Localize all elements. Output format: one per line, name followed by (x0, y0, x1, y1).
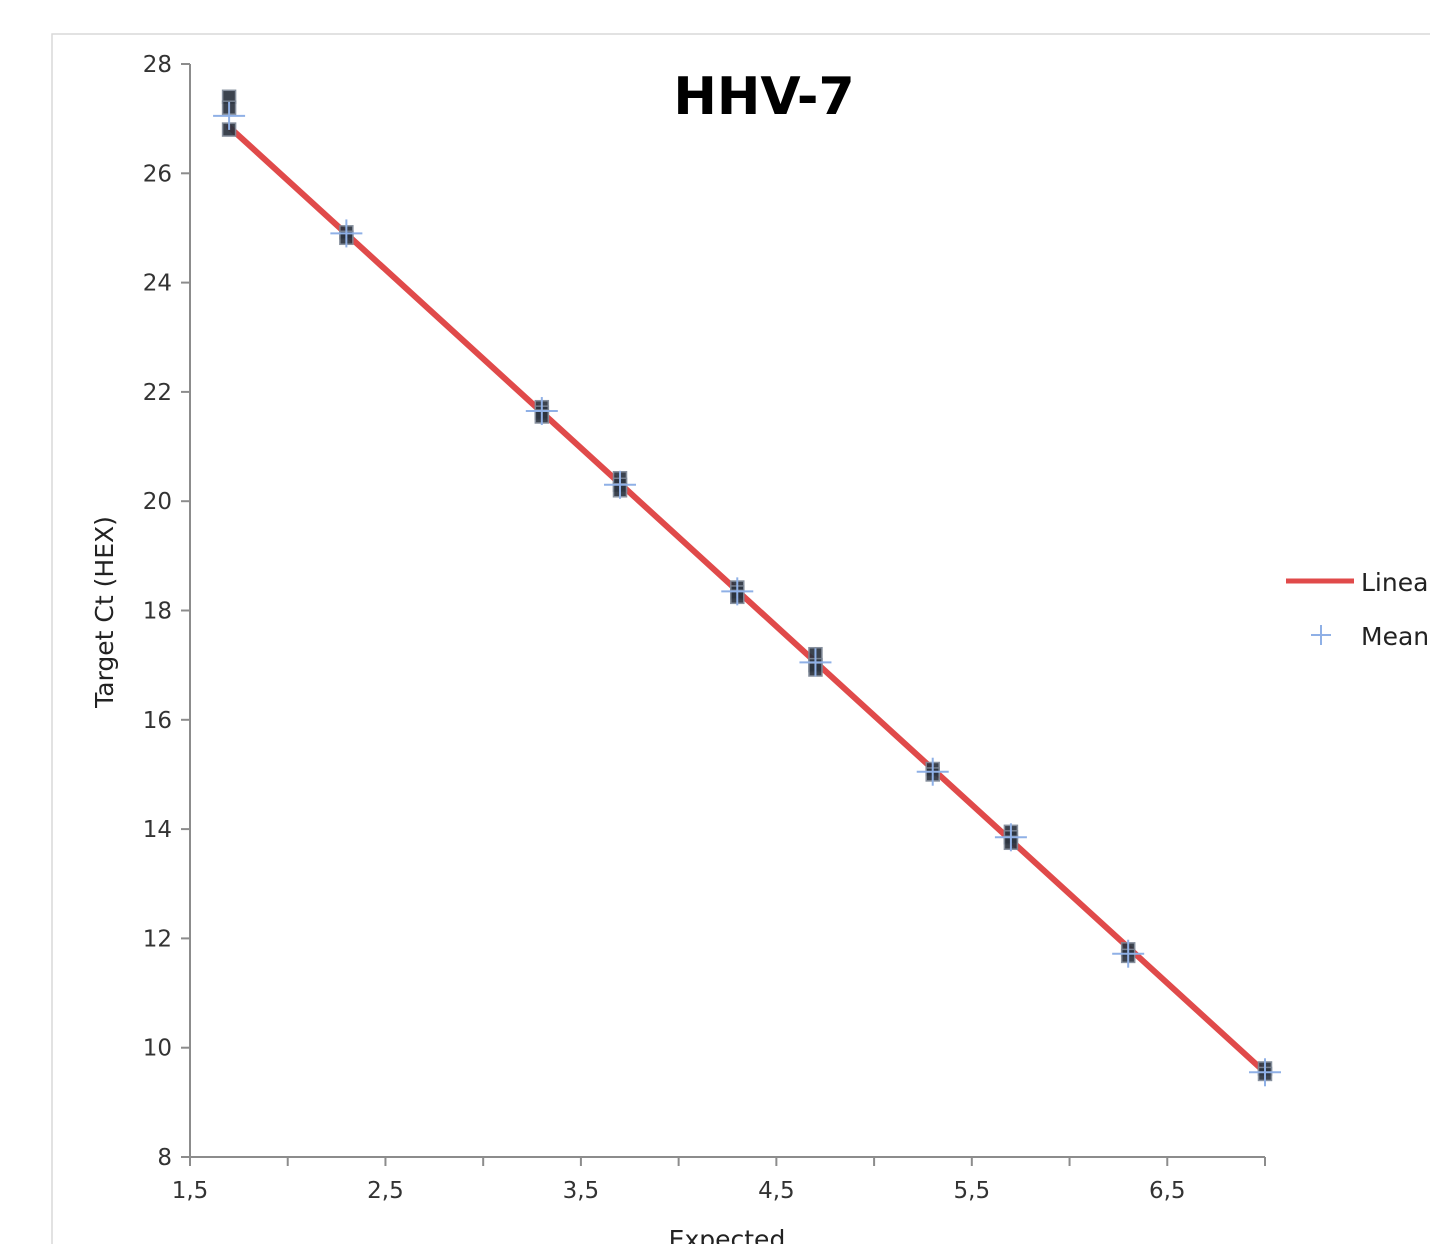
linear-fit-line (226, 123, 1268, 1076)
y-tick-label: 22 (143, 380, 172, 406)
y-tick-label: 26 (143, 161, 172, 187)
y-tick-label: 16 (143, 708, 172, 734)
legend-mean-swatch (1311, 625, 1331, 645)
legend-mean-label: Mean (1361, 622, 1429, 651)
x-tick-label: 2,5 (367, 1178, 404, 1204)
y-tick-label: 12 (143, 926, 172, 952)
y-axis-label: Target Ct (HEX) (90, 516, 119, 709)
legend-linear-label: Linear (1361, 568, 1430, 597)
x-axis-label: Expected (669, 1225, 786, 1244)
x-tick-label: 1,5 (172, 1178, 209, 1204)
chart-title: HHV-7 (673, 67, 854, 127)
y-tick-label: 24 (143, 271, 172, 297)
mean-point (994, 823, 1027, 852)
y-tick-label: 10 (143, 1036, 172, 1062)
x-tick-label: 3,5 (563, 1178, 600, 1204)
x-tick-label: 5,5 (954, 1178, 991, 1204)
axes: 8 10 12 14 16 18 20 22 24 26 28 1,5 2,5 3,5 4,5 5,5 6,5 (143, 52, 1266, 1204)
y-tick-label: 14 (143, 817, 172, 843)
mean-point (525, 397, 558, 426)
mean-point (721, 577, 754, 606)
y-tick-label: 20 (143, 489, 172, 515)
mean-point (604, 470, 636, 499)
data-points-layer (213, 89, 1281, 1087)
x-tick-label: 6,5 (1149, 1178, 1186, 1204)
legend: Linear Mean (1286, 568, 1430, 651)
y-tick-label: 8 (157, 1145, 172, 1171)
y-tick-label: 28 (143, 52, 172, 78)
mean-point (1249, 1058, 1281, 1087)
mean-point (330, 219, 363, 248)
y-tick-label: 18 (143, 599, 172, 625)
chart-panel (51, 33, 1430, 1248)
x-tick-label: 4,5 (758, 1178, 795, 1204)
mean-point (916, 757, 949, 786)
mean-point (213, 101, 246, 130)
mean-point (799, 648, 832, 677)
regression-line-layer (226, 123, 1268, 1076)
mean-point (1112, 939, 1145, 968)
